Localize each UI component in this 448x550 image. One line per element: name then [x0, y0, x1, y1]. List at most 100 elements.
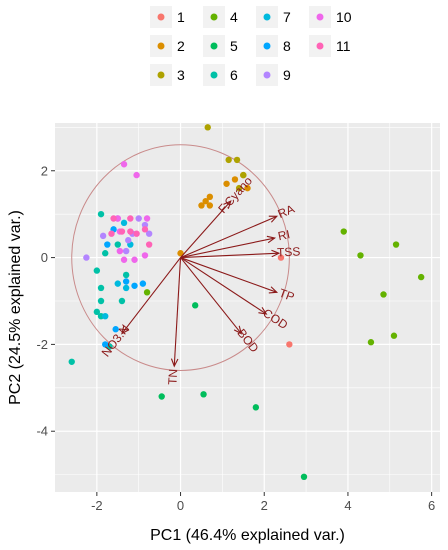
data-point-group-2 [202, 197, 209, 205]
loading-arrowhead [268, 215, 279, 223]
loading-label: TSS [277, 244, 301, 259]
legend-swatch [157, 13, 165, 21]
data-point-group-10 [120, 256, 128, 263]
data-point-group-10 [133, 171, 140, 179]
data-point-group-7 [114, 280, 121, 287]
data-point-group-3 [225, 156, 232, 164]
data-point-group-1 [286, 341, 293, 348]
data-point-group-10 [120, 161, 128, 168]
data-point-group-11 [141, 226, 149, 233]
loading-arrowhead [258, 306, 268, 315]
loading-arrowhead [233, 325, 243, 335]
y-axis-title: PC2 (24.5% explained var.) [7, 210, 24, 405]
data-point-group-7 [120, 219, 128, 227]
data-point-group-11 [145, 241, 153, 248]
loading-label: RA [276, 202, 297, 221]
loading-label: TP [277, 286, 296, 304]
data-point-group-5 [191, 302, 199, 309]
data-point-group-10 [131, 256, 138, 263]
legend-label: 9 [283, 67, 291, 83]
data-point-group-10 [141, 252, 149, 259]
loading-arrowhead [266, 235, 277, 244]
legend-swatch [157, 71, 165, 79]
data-point-group-6 [122, 271, 130, 279]
data-point-group-8 [131, 282, 138, 289]
x-tick-label: 2 [261, 498, 268, 513]
data-point-group-6 [118, 297, 126, 305]
data-point-group-5 [252, 404, 260, 411]
data-point-group-4 [417, 273, 425, 281]
data-point-group-2 [244, 184, 251, 192]
points-layer [68, 124, 425, 481]
y-tick-label: -2 [36, 337, 48, 352]
loading-arrow [180, 252, 279, 259]
correlation-circle-layer [71, 144, 290, 371]
data-point-group-4 [390, 332, 398, 339]
data-point-group-11 [110, 215, 117, 222]
legend-label: 6 [230, 67, 238, 83]
loading-arrow [180, 257, 242, 334]
data-point-group-9 [122, 247, 130, 255]
data-point-group-9 [99, 232, 107, 240]
legend-swatch [210, 42, 218, 50]
data-point-group-5 [300, 473, 308, 481]
x-tick-label: 4 [344, 498, 351, 513]
legend-swatch [157, 42, 165, 50]
data-point-group-7 [122, 284, 130, 292]
data-point-group-11 [127, 215, 134, 222]
data-point-group-3 [235, 184, 243, 192]
data-point-group-2 [177, 250, 184, 257]
legend-label: 5 [230, 38, 238, 54]
data-point-group-4 [357, 252, 364, 259]
data-point-group-10 [116, 247, 124, 255]
data-point-group-1 [277, 254, 285, 261]
data-point-group-5 [158, 393, 165, 400]
data-point-group-2 [231, 176, 239, 183]
x-tick-label: 0 [177, 498, 184, 513]
x-tick-label: -2 [91, 498, 103, 513]
data-point-group-3 [233, 156, 241, 164]
y-tick-label: 0 [41, 250, 48, 265]
plot-panel [55, 123, 440, 492]
data-point-group-6 [97, 210, 105, 218]
data-point-group-6 [97, 297, 105, 305]
x-tick-label: 6 [428, 498, 435, 513]
data-point-group-2 [223, 180, 230, 187]
data-point-group-8 [102, 341, 109, 348]
gridlines [55, 123, 440, 492]
axis-ticks: -2 0 2 4 6 -4 -2 0 2 [36, 163, 435, 513]
x-axis-title: PC1 (46.4% explained var.) [150, 527, 345, 544]
data-point-group-2 [206, 193, 214, 200]
legend-label: 7 [283, 9, 291, 25]
y-tick-label: 2 [41, 163, 48, 178]
data-point-group-6 [114, 241, 121, 248]
correlation-circle [71, 144, 290, 371]
legend-label: 11 [336, 38, 351, 54]
loading-arrowhead [223, 200, 232, 209]
data-point-group-8 [139, 280, 147, 287]
loading-arrow [121, 257, 181, 334]
loading-arrow [180, 200, 232, 258]
data-point-group-11 [133, 230, 140, 237]
loading-arrow [180, 257, 277, 293]
legend-swatch [263, 13, 271, 21]
legend-swatch [210, 13, 218, 21]
data-point-group-5 [200, 391, 207, 398]
legend-label: 4 [230, 9, 238, 25]
data-point-group-9 [125, 237, 132, 244]
data-point-group-11 [118, 228, 126, 235]
loading-label: RI [277, 227, 292, 243]
loading-arrow [173, 257, 182, 367]
legend-label: 8 [283, 38, 291, 54]
legend-swatch [316, 42, 324, 50]
data-point-group-4 [367, 339, 375, 346]
loading-arrowhead [170, 358, 179, 368]
data-point-group-3 [204, 124, 211, 131]
loading-arrow [180, 257, 267, 315]
data-point-group-9 [145, 230, 153, 237]
data-point-group-4 [380, 291, 387, 298]
data-point-group-9 [135, 215, 142, 222]
data-point-group-9 [83, 254, 90, 261]
legend-label: 3 [177, 67, 185, 83]
legend-swatch [316, 13, 324, 21]
